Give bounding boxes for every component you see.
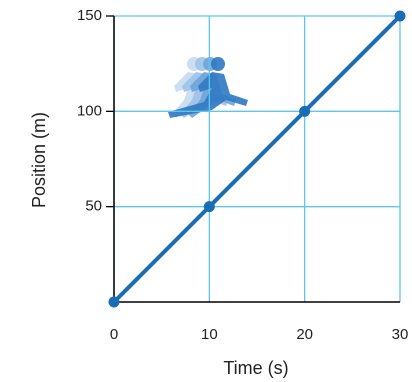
x-tick-label: 20 (296, 326, 313, 343)
data-point (203, 201, 215, 213)
x-tick-label: 10 (201, 326, 218, 343)
x-tick-label: 30 (392, 326, 409, 343)
y-tick-label: 50 (85, 198, 102, 215)
x-tick-label: 0 (110, 326, 118, 343)
data-point (299, 105, 311, 117)
y-tick-label: 150 (77, 7, 102, 24)
data-point (108, 296, 120, 308)
runner-illustration (168, 57, 248, 118)
data-point (394, 10, 406, 22)
data-line (112, 14, 402, 304)
y-axis-title: Position (m) (29, 112, 49, 208)
x-axis-title: Time (s) (223, 358, 288, 378)
y-tick-label: 100 (77, 102, 102, 119)
